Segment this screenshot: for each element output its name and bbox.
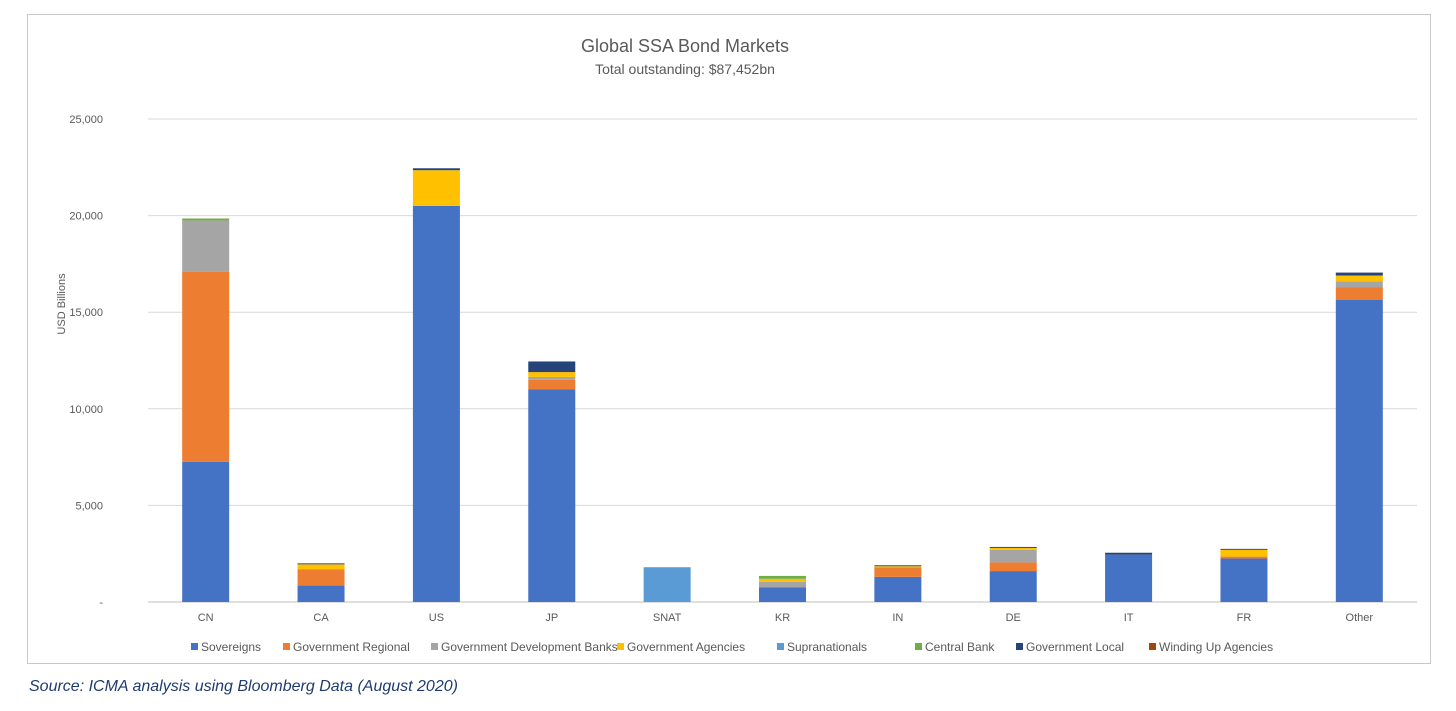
bar-segment <box>1335 275 1383 282</box>
y-tick-label: 10,000 <box>69 404 103 416</box>
chart-title: Global SSA Bond Markets <box>581 36 789 56</box>
legend-label: Government Agencies <box>627 640 745 654</box>
legend-item: Government Local <box>1016 640 1124 654</box>
bar-segment <box>989 571 1037 602</box>
legend: Sovereigns Government Regional Government … <box>191 640 1273 654</box>
x-tick-label: FR <box>1237 612 1252 624</box>
legend-label: Government Development Banks <box>441 640 618 654</box>
bar-segment <box>412 170 460 206</box>
x-tick-label: SNAT <box>653 612 682 624</box>
bar-segment <box>874 565 922 567</box>
y-tick-label: 20,000 <box>69 211 103 223</box>
bar-segment <box>759 581 806 588</box>
bar-segment <box>297 564 345 570</box>
y-tick-label: 5,000 <box>75 500 103 512</box>
bar-segment <box>989 546 1037 548</box>
y-tick-label: - <box>99 597 103 609</box>
chart-frame: Global SSA Bond Markets Total outstandin… <box>27 14 1431 664</box>
bar-segment <box>1335 281 1383 288</box>
bar-segment <box>528 361 576 373</box>
legend-item: Government Regional <box>283 640 410 654</box>
x-tick-label: JP <box>545 612 558 624</box>
legend-label: Government Local <box>1026 640 1124 654</box>
y-tick-label: 15,000 <box>69 307 103 319</box>
legend-label: Supranationals <box>787 640 867 654</box>
chart-svg: Global SSA Bond Markets Total outstandin… <box>56 36 1417 654</box>
legend-swatch <box>1149 643 1156 650</box>
legend-swatch <box>191 643 198 650</box>
legend-swatch <box>431 643 438 650</box>
bar-segment <box>1220 548 1268 550</box>
legend-item: Supranationals <box>777 640 867 654</box>
legend-label: Winding Up Agencies <box>1159 640 1273 654</box>
x-tick-label: US <box>429 612 444 624</box>
y-axis-ticks: - 5,000 10,000 15,000 20,000 25,000 <box>69 114 103 609</box>
y-tick-label: 25,000 <box>69 114 103 126</box>
chart-subtitle: Total outstanding: $87,452bn <box>595 61 775 77</box>
bar-segment <box>528 379 576 390</box>
bar-segment <box>874 567 922 577</box>
bar-segment <box>989 562 1037 572</box>
bar-segment <box>412 168 460 171</box>
legend-swatch <box>777 643 784 650</box>
bar-segment <box>297 563 345 565</box>
legend-item: Government Agencies <box>617 640 745 654</box>
y-axis-label: USD Billions <box>56 273 68 335</box>
bar-segment <box>1335 272 1383 276</box>
x-tick-label: IT <box>1124 612 1134 624</box>
bar-segment <box>1335 299 1383 602</box>
legend-item: Sovereigns <box>191 640 261 654</box>
bar-segment <box>989 549 1037 563</box>
x-tick-label: KR <box>775 612 790 624</box>
bar-segment <box>297 569 345 586</box>
bars <box>182 168 1383 602</box>
bar-segment <box>528 389 576 602</box>
bar-segment <box>759 587 806 602</box>
bar-segment <box>182 220 230 272</box>
bar-segment <box>528 376 576 380</box>
legend-swatch <box>283 643 290 650</box>
bar-segment <box>182 271 230 462</box>
x-tick-label: Other <box>1346 612 1374 624</box>
bar-segment <box>643 567 691 602</box>
x-tick-label: CN <box>198 612 214 624</box>
bar-segment <box>1220 556 1268 559</box>
x-tick-label: DE <box>1006 612 1021 624</box>
legend-item: Central Bank <box>915 640 995 654</box>
source-note: Source: ICMA analysis using Bloomberg Da… <box>29 678 458 695</box>
bar-segment <box>297 585 345 602</box>
legend-label: Central Bank <box>925 640 995 654</box>
x-axis-ticks: CN CA US JP SNAT KR IN DE IT FR Other <box>198 612 1374 624</box>
legend-swatch <box>915 643 922 650</box>
bar-segment <box>528 372 576 377</box>
gridlines <box>148 118 1417 603</box>
legend-swatch <box>617 643 624 650</box>
bar-segment <box>1105 552 1153 555</box>
bar-segment <box>759 578 806 582</box>
x-tick-label: CA <box>313 612 329 624</box>
legend-item: Government Development Banks <box>431 640 618 654</box>
legend-swatch <box>1016 643 1023 650</box>
legend-label: Government Regional <box>293 640 410 654</box>
legend-item: Winding Up Agencies <box>1149 640 1273 654</box>
bar-segment <box>1335 287 1383 300</box>
bar-segment <box>1220 549 1268 557</box>
legend-label: Sovereigns <box>201 640 261 654</box>
bar-segment <box>182 461 230 602</box>
bar-segment <box>874 576 922 602</box>
x-tick-label: IN <box>892 612 903 624</box>
bar-segment <box>182 218 230 221</box>
bar-segment <box>759 575 806 579</box>
bar-segment <box>1105 554 1153 602</box>
bar-segment <box>989 547 1037 550</box>
bar-segment <box>874 566 922 568</box>
bar-segment <box>412 205 460 602</box>
bar-segment <box>1220 558 1268 602</box>
